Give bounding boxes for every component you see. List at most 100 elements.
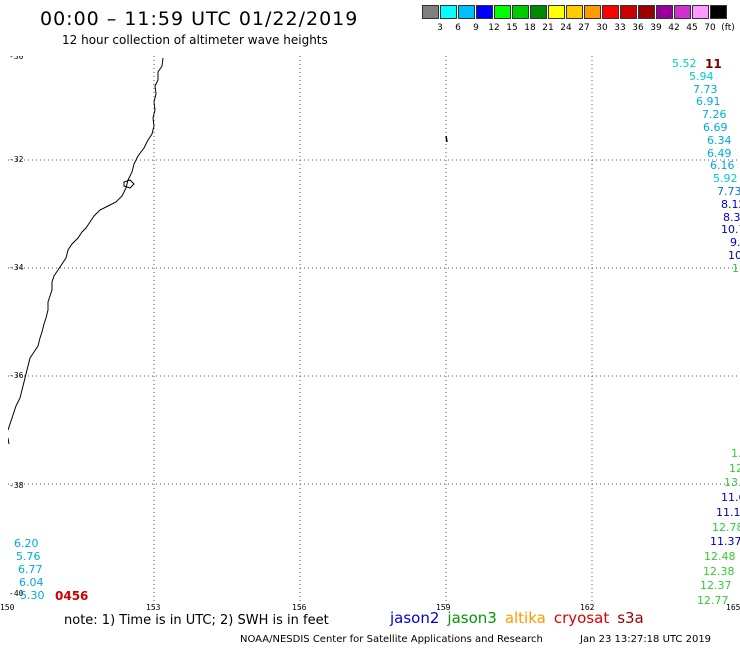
wave-height-value: 5.52 — [672, 57, 697, 70]
latitude-label: -34 — [9, 263, 24, 272]
color-scale-label: 27 — [578, 23, 590, 33]
wave-height-value: 1. — [732, 261, 740, 275]
color-scale-label: 21 — [542, 23, 554, 33]
satellite-legend: jason2 jason3 altika cryosat s3a — [390, 609, 652, 627]
color-scale-swatch — [530, 5, 547, 19]
color-scale-swatch — [494, 5, 511, 19]
wave-height-value: 1. — [731, 447, 740, 460]
wave-height-value: 10 — [728, 249, 740, 262]
color-scale-swatch — [440, 5, 457, 19]
wave-height-value: 5.94 — [689, 69, 714, 83]
wave-height-value: 9. — [730, 236, 740, 250]
legend-cryosat: cryosat — [553, 609, 610, 627]
color-scale-label: 45 — [686, 23, 698, 33]
color-scale-swatch — [512, 5, 529, 19]
color-scale-label: 36 — [632, 23, 644, 33]
wave-height-value: 11.6 — [721, 491, 740, 505]
legend-altika: altika — [504, 609, 546, 627]
color-scale-swatch — [710, 5, 727, 19]
latitude-labels: -30 -32 -34 -36 -38 -40 — [9, 56, 24, 598]
longitude-label: 162 — [580, 603, 595, 612]
legend-jason2: jason2 — [390, 609, 440, 627]
footer-note: note: 1) Time is in UTC; 2) SWH is in fe… — [64, 613, 329, 628]
color-scale-label: 33 — [614, 23, 626, 33]
wave-height-value: 8.12 — [721, 197, 740, 211]
coastline-island — [123, 179, 135, 189]
generated-timestamp: Jan 23 13:27:18 UTC 2019 — [580, 634, 712, 645]
wave-height-value: 7.73 — [693, 82, 718, 96]
color-scale-label: 24 — [560, 23, 572, 33]
longitude-label: 165 — [726, 603, 740, 612]
color-scale-label: 3 — [437, 23, 443, 33]
map-canvas: -30 -32 -34 -36 -38 -40 — [8, 56, 740, 610]
color-scale-label: 6 — [455, 23, 461, 33]
color-scale-label: 18 — [524, 23, 536, 33]
credit-line: NOAA/NESDIS Center for Satellite Applica… — [240, 634, 543, 645]
legend-s3a: s3a — [617, 609, 644, 627]
observation-count: 0456 — [55, 589, 89, 603]
wave-height-value: 12.38 — [703, 564, 735, 578]
wave-height-value: 10.7 — [721, 223, 740, 237]
wave-height-value: 6.20 — [14, 537, 39, 550]
color-scale-swatch — [638, 5, 655, 19]
color-scale-label: 15 — [506, 23, 518, 33]
wave-height-value: 12.48 — [704, 549, 736, 563]
wave-height-value: 12.77 — [697, 594, 729, 607]
wave-height-value: 5.76 — [16, 550, 41, 563]
color-scale-swatch — [692, 5, 709, 19]
map-area: -30 -32 -34 -36 -38 -40 — [8, 56, 740, 610]
wave-height-value: 6.91 — [696, 95, 721, 109]
color-scale-swatch — [602, 5, 619, 19]
color-scale-swatch — [548, 5, 565, 19]
color-scale-label: 30 — [596, 23, 608, 33]
color-scale-label: 39 — [650, 23, 662, 33]
color-scale-swatch — [476, 5, 493, 19]
latitude-label: -38 — [9, 481, 24, 490]
chart-subtitle: 12 hour collection of altimeter wave hei… — [62, 33, 328, 47]
wave-height-value: 12.78 — [712, 520, 740, 534]
longitude-label: 153 — [146, 603, 161, 612]
color-scale-swatch — [584, 5, 601, 19]
wave-height-value: 5.92 — [713, 172, 738, 186]
color-scale-label: 9 — [473, 23, 479, 33]
wave-height-value: 12 — [729, 461, 740, 475]
wave-height-value: 5.30 — [20, 589, 45, 602]
wave-height-value: 6.34 — [707, 133, 732, 147]
color-scale-label: (ft) — [721, 23, 735, 33]
latitude-label: -40 — [9, 589, 24, 598]
wave-height-value: 6.16 — [710, 159, 735, 173]
color-scale-swatch — [422, 5, 439, 19]
wave-height-value: 6.77 — [18, 563, 43, 576]
color-scale-swatch — [674, 5, 691, 19]
wave-height-value: 8.3 — [723, 210, 740, 224]
coastline — [8, 57, 164, 431]
wave-height-value: 11.37 — [710, 535, 740, 549]
latitude-label: -32 — [9, 155, 24, 164]
legend-jason3: jason3 — [447, 609, 497, 627]
wave-height-value: 13. — [724, 476, 740, 490]
longitude-label: 150 — [0, 603, 15, 612]
chart-title: 00:00 – 11:59 UTC 01/22/2019 — [40, 8, 359, 30]
longitude-label: 159 — [436, 603, 451, 612]
wave-height-value: 6.49 — [707, 146, 732, 160]
latitude-label: -30 — [9, 56, 24, 61]
wave-height-value: 6.04 — [19, 576, 44, 589]
color-scale-swatch — [656, 5, 673, 19]
color-scale-label: 12 — [488, 23, 500, 33]
wave-height-value: 12.37 — [700, 579, 732, 593]
coastline-fragment — [8, 437, 10, 445]
latitude-label: -36 — [9, 371, 24, 380]
wave-height-value: 7.73 — [717, 185, 740, 198]
top-right-wave-value: 11 — [705, 57, 722, 71]
color-scale-label: 70 — [704, 23, 716, 33]
small-island — [445, 135, 448, 143]
wave-height-value: 6.69 — [703, 121, 728, 134]
lat-lon-grid — [8, 56, 740, 610]
color-scale-swatch — [458, 5, 475, 19]
color-scale-swatch — [620, 5, 637, 19]
color-scale-label: 42 — [668, 23, 680, 33]
longitude-label: 156 — [292, 603, 307, 612]
wave-height-value: 11.1 — [716, 505, 740, 519]
color-scale-swatch — [566, 5, 583, 19]
wave-height-value: 7.26 — [702, 108, 727, 122]
